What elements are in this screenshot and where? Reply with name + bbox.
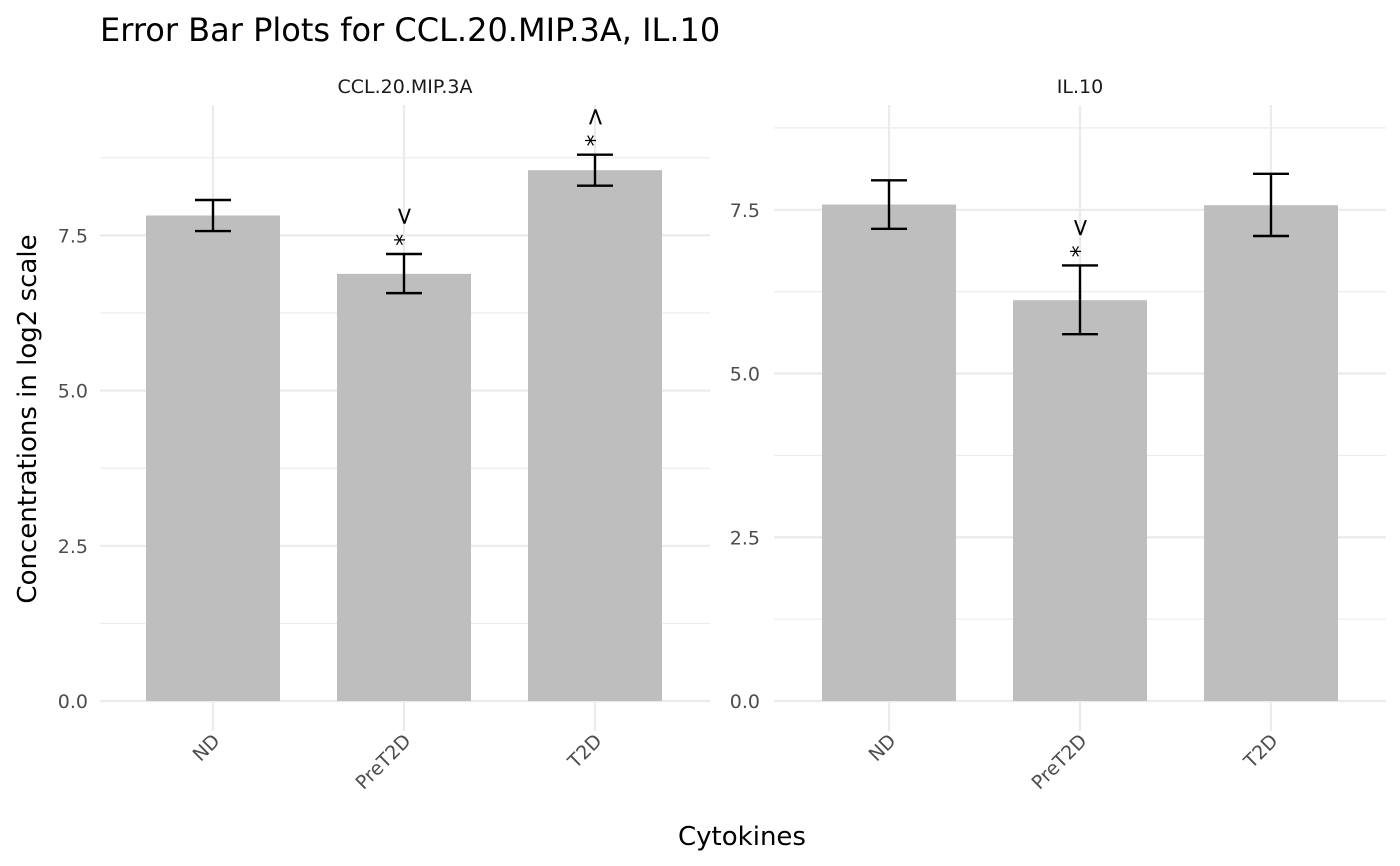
x-tick-label: ND	[189, 730, 225, 766]
facet-label: CCL.20.MIP.3A	[338, 76, 473, 98]
significance-label: * <	[390, 206, 418, 246]
y-tick-label: 0.0	[730, 691, 760, 713]
panel-il-10: IL.10 0.0 2.5 5.0 7.5 ND * < PreT2D T2D	[730, 76, 1386, 794]
significance-label: * <	[1066, 218, 1094, 258]
y-tick-label: 5.0	[58, 381, 88, 403]
panel-ccl-20-mip-3a: CCL.20.MIP.3A 0.0 2.5 5.0 7.5 ND * < PreT2D * > T…	[58, 76, 710, 794]
chart-title: Error Bar Plots for CCL.20.MIP.3A, IL.10	[100, 11, 720, 49]
facet-label: IL.10	[1057, 76, 1103, 98]
y-tick-label: 2.5	[730, 527, 760, 549]
x-tick-label: ND	[865, 730, 901, 766]
bar-t2d	[1204, 205, 1338, 701]
y-tick-label: 7.5	[730, 200, 760, 222]
x-tick-label: T2D	[563, 730, 606, 773]
bar-pret2d	[337, 273, 471, 701]
facet-panels: CCL.20.MIP.3A 0.0 2.5 5.0 7.5 ND * < PreT2D * > T…	[58, 76, 1386, 794]
y-tick-label: 2.5	[58, 536, 88, 558]
y-tick-label: 0.0	[58, 691, 88, 713]
x-tick-label: PreT2D	[352, 730, 416, 794]
bar-nd	[822, 204, 956, 702]
bar-pret2d	[1013, 300, 1147, 701]
y-tick-label: 5.0	[730, 364, 760, 386]
bar-nd	[146, 215, 280, 701]
y-axis-title: Concentrations in log2 scale	[13, 234, 43, 603]
y-tick-label: 7.5	[58, 225, 88, 247]
x-tick-label: T2D	[1239, 730, 1282, 773]
significance-label: * >	[581, 107, 609, 147]
bar-t2d	[528, 170, 662, 701]
x-tick-label: PreT2D	[1028, 730, 1092, 794]
x-axis-title: Cytokines	[678, 822, 806, 852]
